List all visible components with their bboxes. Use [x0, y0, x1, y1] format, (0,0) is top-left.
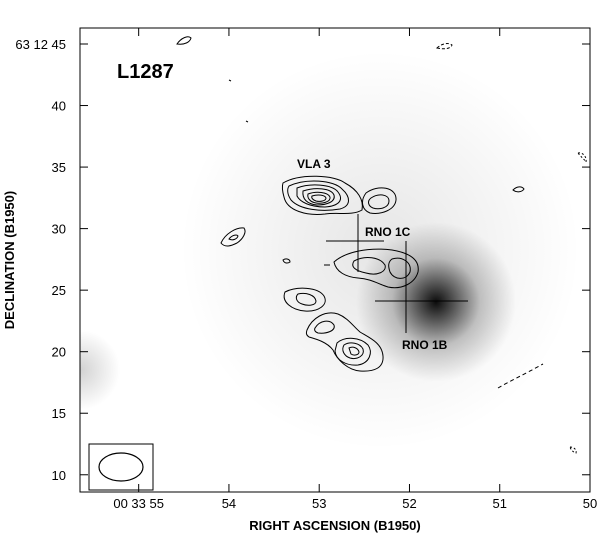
- y-tick-label: 15: [52, 406, 66, 421]
- x-tick-label: 51: [493, 496, 507, 511]
- south-contours: [283, 287, 384, 372]
- rno1c-label: RNO 1C: [365, 225, 411, 239]
- beam-inset: [88, 443, 154, 491]
- y-tick-label: 40: [52, 99, 66, 114]
- y-tick-label: 63 12 45: [15, 37, 66, 52]
- x-axis-ticks: 00 33 55 54 53 52 51 50: [113, 28, 597, 511]
- scattered-contours: [176, 36, 587, 454]
- y-axis-title: DECLINATION (B1950): [2, 191, 17, 329]
- source-markers: [326, 214, 468, 333]
- x-axis-title: RIGHT ASCENSION (B1950): [249, 518, 420, 533]
- greyscale-image: [80, 28, 590, 492]
- x-tick-label: 54: [222, 496, 236, 511]
- y-axis-ticks: 63 12 45 40 35 30 25 20 15 10: [15, 37, 590, 483]
- x-tick-label: 00 33 55: [113, 496, 164, 511]
- y-tick-label: 30: [52, 222, 66, 237]
- y-tick-label: 20: [52, 345, 66, 360]
- x-tick-label: 53: [312, 496, 326, 511]
- beam-ellipse: [98, 452, 144, 482]
- vla3-label: VLA 3: [297, 157, 331, 171]
- rno1b-label: RNO 1B: [402, 338, 448, 352]
- x-tick-label: 52: [402, 496, 416, 511]
- y-tick-label: 35: [52, 160, 66, 175]
- y-tick-label: 25: [52, 283, 66, 298]
- y-tick-label: 10: [52, 468, 66, 483]
- x-tick-label: 50: [583, 496, 597, 511]
- vla3-contours: [281, 175, 397, 215]
- plot-frame: [79, 27, 591, 493]
- field-label: L1287: [117, 61, 174, 83]
- contours: [176, 36, 587, 454]
